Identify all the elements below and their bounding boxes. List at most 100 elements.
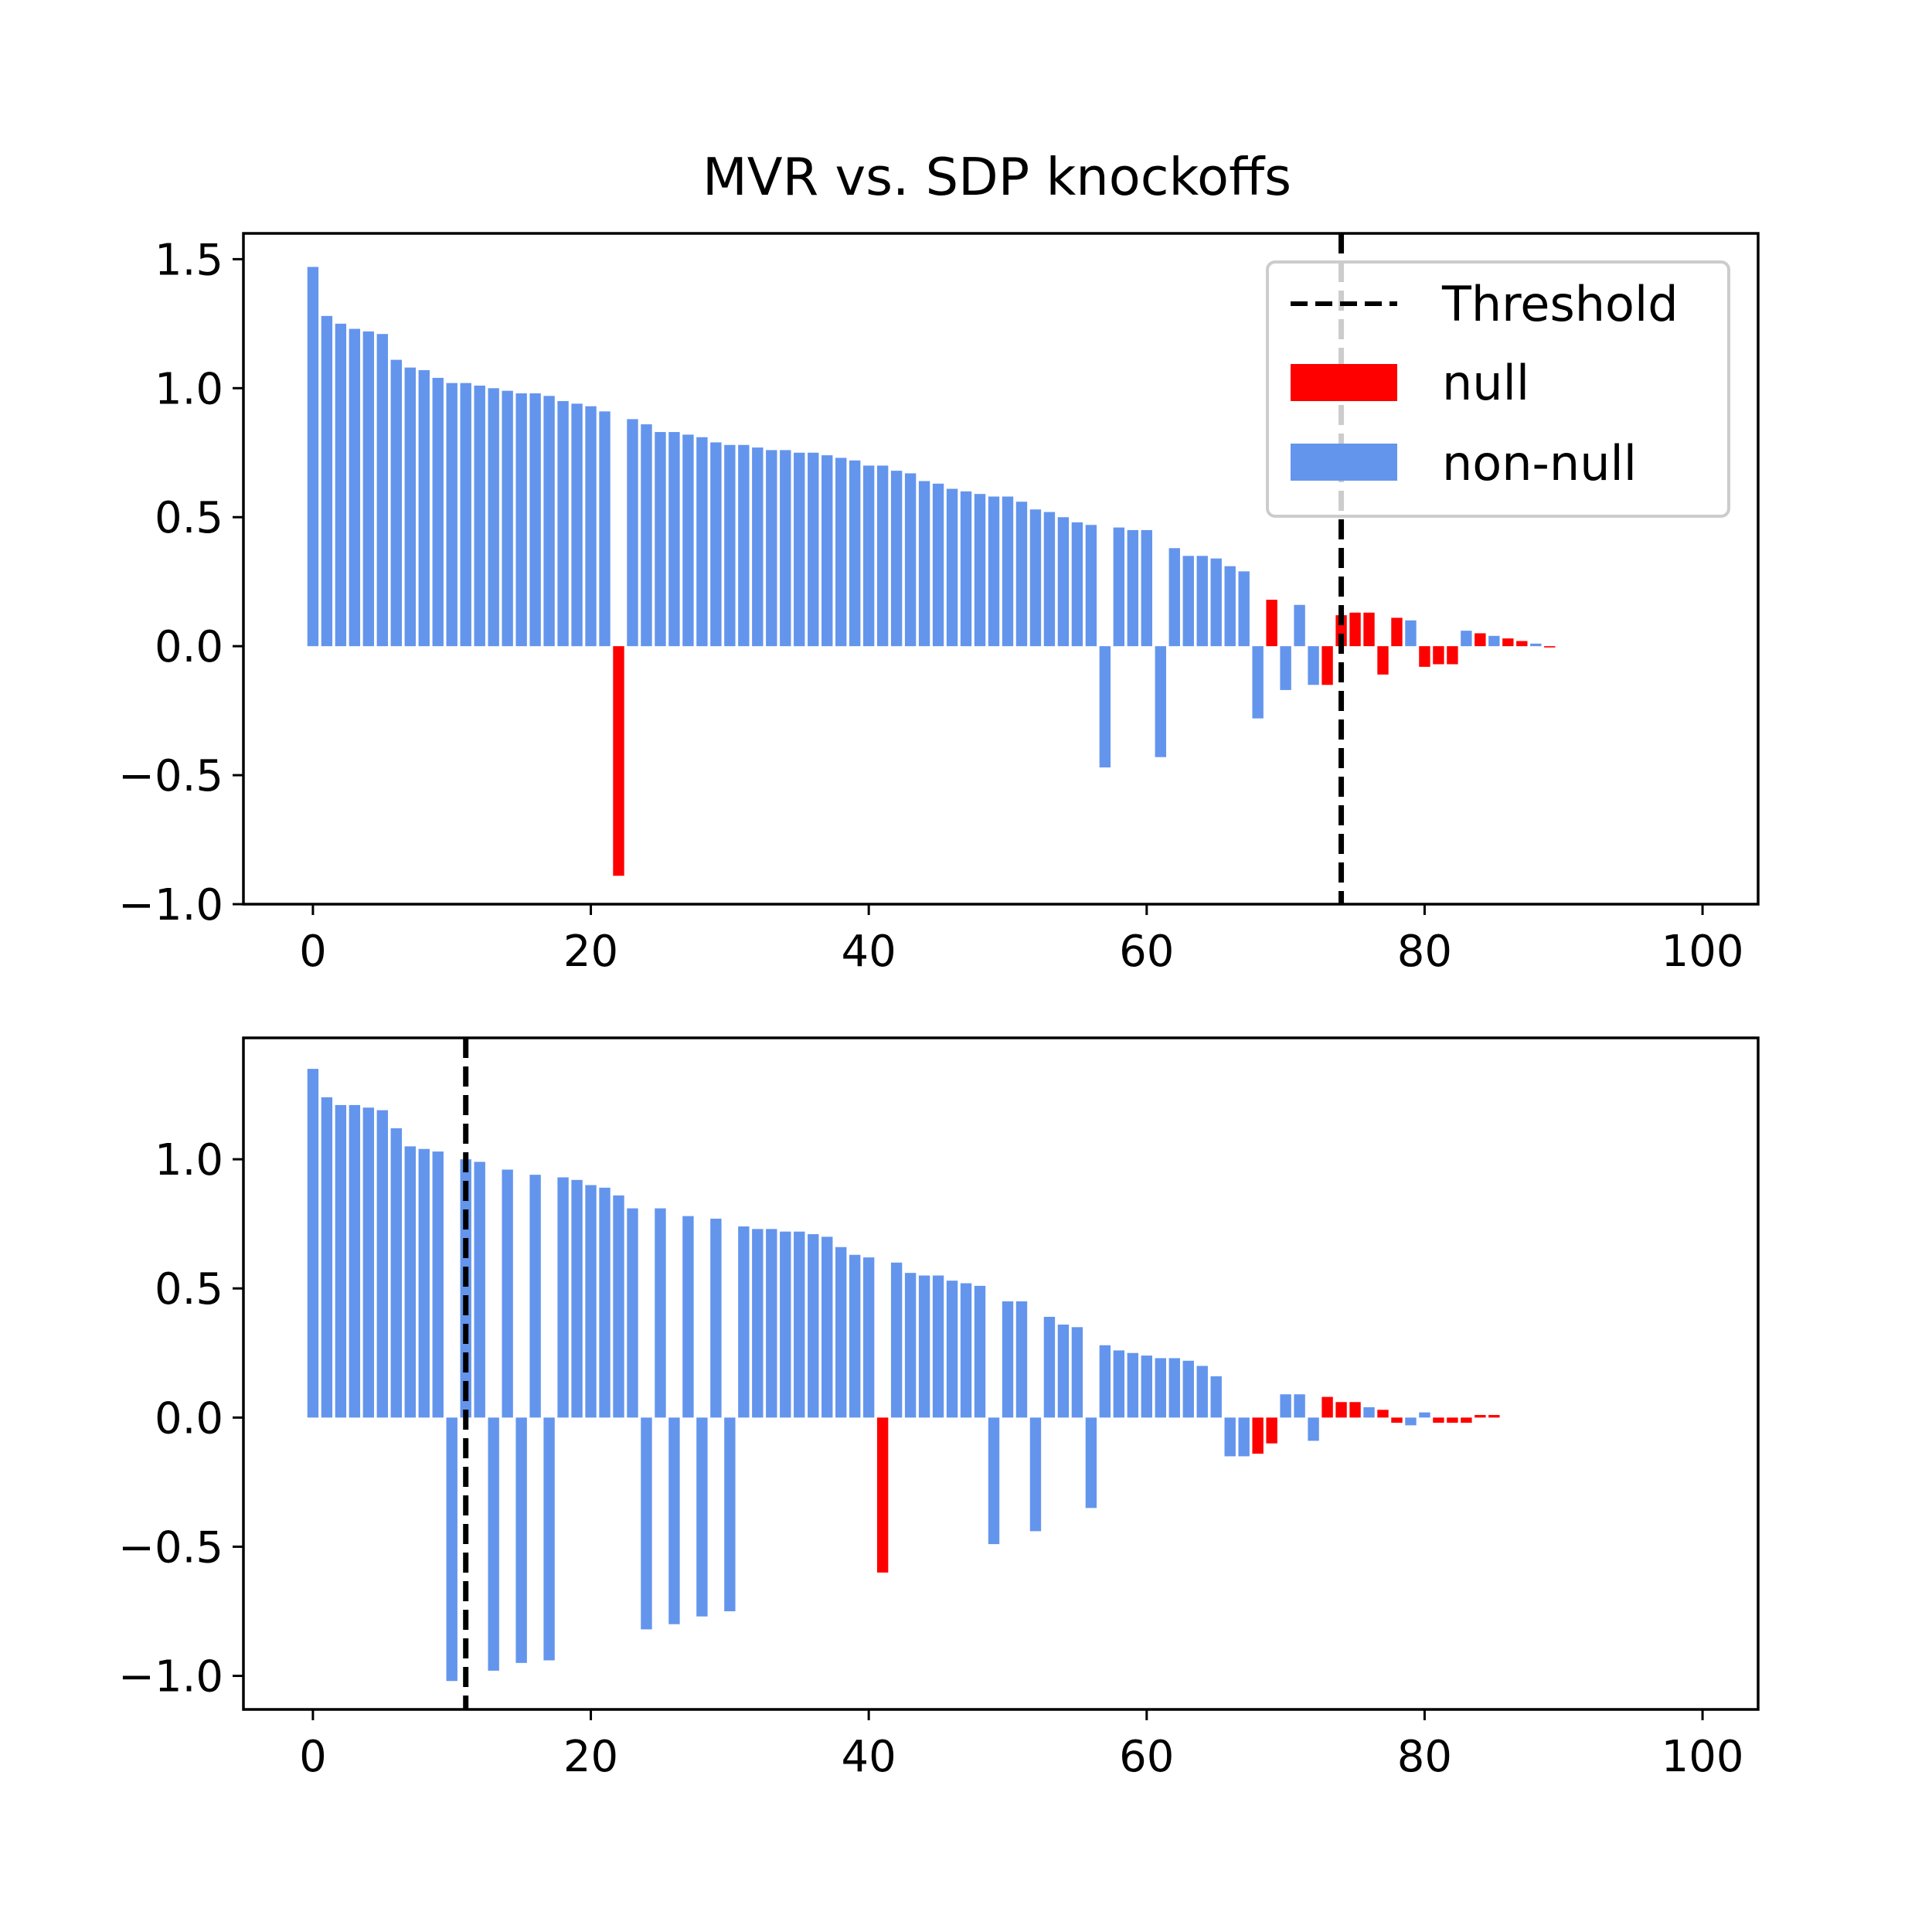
top-xtick-label-5: 100 [1662, 927, 1744, 977]
top-xtick-label-0: 0 [299, 927, 327, 977]
top-bar-11-non-null [460, 383, 471, 647]
top-bar-15-non-null [515, 393, 527, 647]
bottom-bar-34-non-null [780, 1231, 791, 1418]
top-ytick-label-0: −1.0 [118, 880, 223, 930]
top-bar-29-non-null [710, 442, 722, 647]
top-bar-88-non-null [1530, 643, 1542, 647]
top-bar-79-non-null [1405, 620, 1417, 647]
bottom-ytick-label-1: −0.5 [118, 1522, 223, 1573]
bottom-bar-62-non-null [1168, 1358, 1180, 1418]
top-bar-0-non-null [307, 267, 319, 647]
bottom-bar-75-null [1349, 1402, 1361, 1418]
top-bar-68-non-null [1252, 646, 1264, 719]
top-bar-35-non-null [794, 452, 805, 647]
top-bar-80-null [1419, 646, 1430, 667]
top-bar-65-non-null [1210, 558, 1222, 647]
top-bar-64-non-null [1196, 556, 1208, 647]
top-bar-19-non-null [571, 403, 583, 647]
bottom-bar-39-non-null [849, 1254, 861, 1418]
bottom-bar-78-null [1391, 1417, 1403, 1423]
bottom-bar-85-null [1488, 1414, 1500, 1418]
bottom-bar-61-non-null [1155, 1358, 1166, 1418]
top-bar-2-non-null [335, 323, 347, 647]
top-ytick-label-3: 0.5 [155, 493, 223, 543]
bottom-bar-72-non-null [1308, 1417, 1319, 1441]
bottom-bar-74-null [1335, 1402, 1347, 1418]
top-bar-51-non-null [1015, 502, 1028, 647]
top-bar-30-non-null [724, 444, 736, 647]
bottom-bar-36-non-null [808, 1234, 819, 1418]
bottom-bar-17-non-null [543, 1417, 555, 1661]
bottom-bar-71-non-null [1294, 1394, 1305, 1418]
bottom-bar-24-non-null [641, 1417, 652, 1630]
bottom-bar-57-non-null [1099, 1345, 1111, 1418]
top-bar-63-non-null [1182, 556, 1194, 647]
bottom-bar-52-non-null [1029, 1417, 1042, 1532]
bottom-bar-30-non-null [724, 1417, 736, 1611]
top-bar-75-null [1349, 612, 1361, 647]
top-bar-43-non-null [904, 473, 917, 647]
bottom-xtick-label-3: 60 [1119, 1732, 1174, 1782]
top-bar-41-non-null [876, 465, 889, 647]
top-bar-9-non-null [432, 377, 444, 647]
bottom-ytick-label-4: 1.0 [155, 1135, 223, 1185]
bottom-bar-58-non-null [1113, 1350, 1125, 1418]
bottom-bar-23-non-null [627, 1208, 638, 1418]
bottom-bar-28-non-null [696, 1417, 708, 1617]
top-bar-21-non-null [599, 411, 611, 647]
bottom-bar-12-non-null [474, 1162, 485, 1418]
bottom-bar-44-non-null [918, 1275, 930, 1418]
top-bar-20-non-null [585, 406, 597, 647]
top-bar-18-non-null [557, 401, 569, 647]
bottom-bar-0-non-null [307, 1069, 319, 1418]
top-bar-32-non-null [752, 447, 764, 647]
top-bar-73-null [1321, 646, 1333, 685]
top-bar-5-non-null [376, 334, 389, 647]
top-ytick-label-4: 1.0 [155, 364, 223, 414]
bottom-bar-80-non-null [1419, 1412, 1430, 1418]
top-bar-81-null [1433, 646, 1444, 665]
top-bar-69-null [1266, 600, 1277, 647]
top-bar-76-null [1363, 612, 1375, 647]
bottom-bar-19-non-null [571, 1179, 583, 1418]
top-bar-54-non-null [1057, 517, 1070, 647]
bottom-bar-8-non-null [418, 1148, 430, 1418]
top-bar-85-non-null [1488, 635, 1500, 647]
top-bar-61-non-null [1155, 646, 1166, 757]
bottom-bar-7-non-null [404, 1146, 416, 1418]
bottom-ytick-label-0: −1.0 [118, 1652, 223, 1702]
bottom-bar-55-non-null [1071, 1327, 1083, 1418]
bottom-axes-frame [242, 1036, 1760, 1711]
top-bar-53-non-null [1043, 512, 1056, 647]
bottom-bar-53-non-null [1043, 1316, 1056, 1418]
bottom-bar-47-non-null [960, 1283, 972, 1418]
bottom-bar-13-non-null [488, 1417, 499, 1671]
bottom-bar-10-non-null [446, 1417, 457, 1682]
top-bar-89-null [1544, 646, 1556, 648]
top-bar-17-non-null [543, 396, 555, 647]
top-bar-87-null [1516, 641, 1528, 647]
top-axis-ticks: 0 20 40 60 80 100 −1.0 −0.5 0.0 0.5 1.0 1.5 [118, 235, 1744, 977]
bottom-bar-76-non-null [1363, 1406, 1375, 1418]
top-bar-10-non-null [446, 383, 457, 647]
bottom-bar-46-non-null [946, 1281, 958, 1418]
bottom-bar-38-non-null [835, 1247, 847, 1418]
bottom-bar-11-non-null [460, 1159, 471, 1418]
top-bar-70-non-null [1280, 646, 1291, 690]
top-panel: 0 20 40 60 80 100 −1.0 −0.5 0.0 0.5 1.0 1.5 [118, 232, 1760, 977]
bottom-bar-65-non-null [1210, 1376, 1222, 1418]
bottom-xtick-label-0: 0 [299, 1732, 327, 1782]
bottom-bar-70-non-null [1280, 1394, 1291, 1418]
bottom-bar-31-non-null [738, 1226, 750, 1418]
bottom-bar-45-non-null [932, 1275, 944, 1418]
bottom-bar-22-non-null [613, 1195, 624, 1418]
top-bar-12-non-null [474, 385, 485, 647]
top-bar-22-null [613, 646, 624, 876]
bottom-bar-6-non-null [390, 1128, 402, 1418]
top-bar-83-non-null [1461, 631, 1472, 647]
bottom-bar-79-non-null [1405, 1417, 1417, 1426]
top-bar-7-non-null [404, 367, 416, 647]
bottom-bars [307, 1069, 1500, 1682]
bottom-bar-56-non-null [1085, 1417, 1097, 1509]
